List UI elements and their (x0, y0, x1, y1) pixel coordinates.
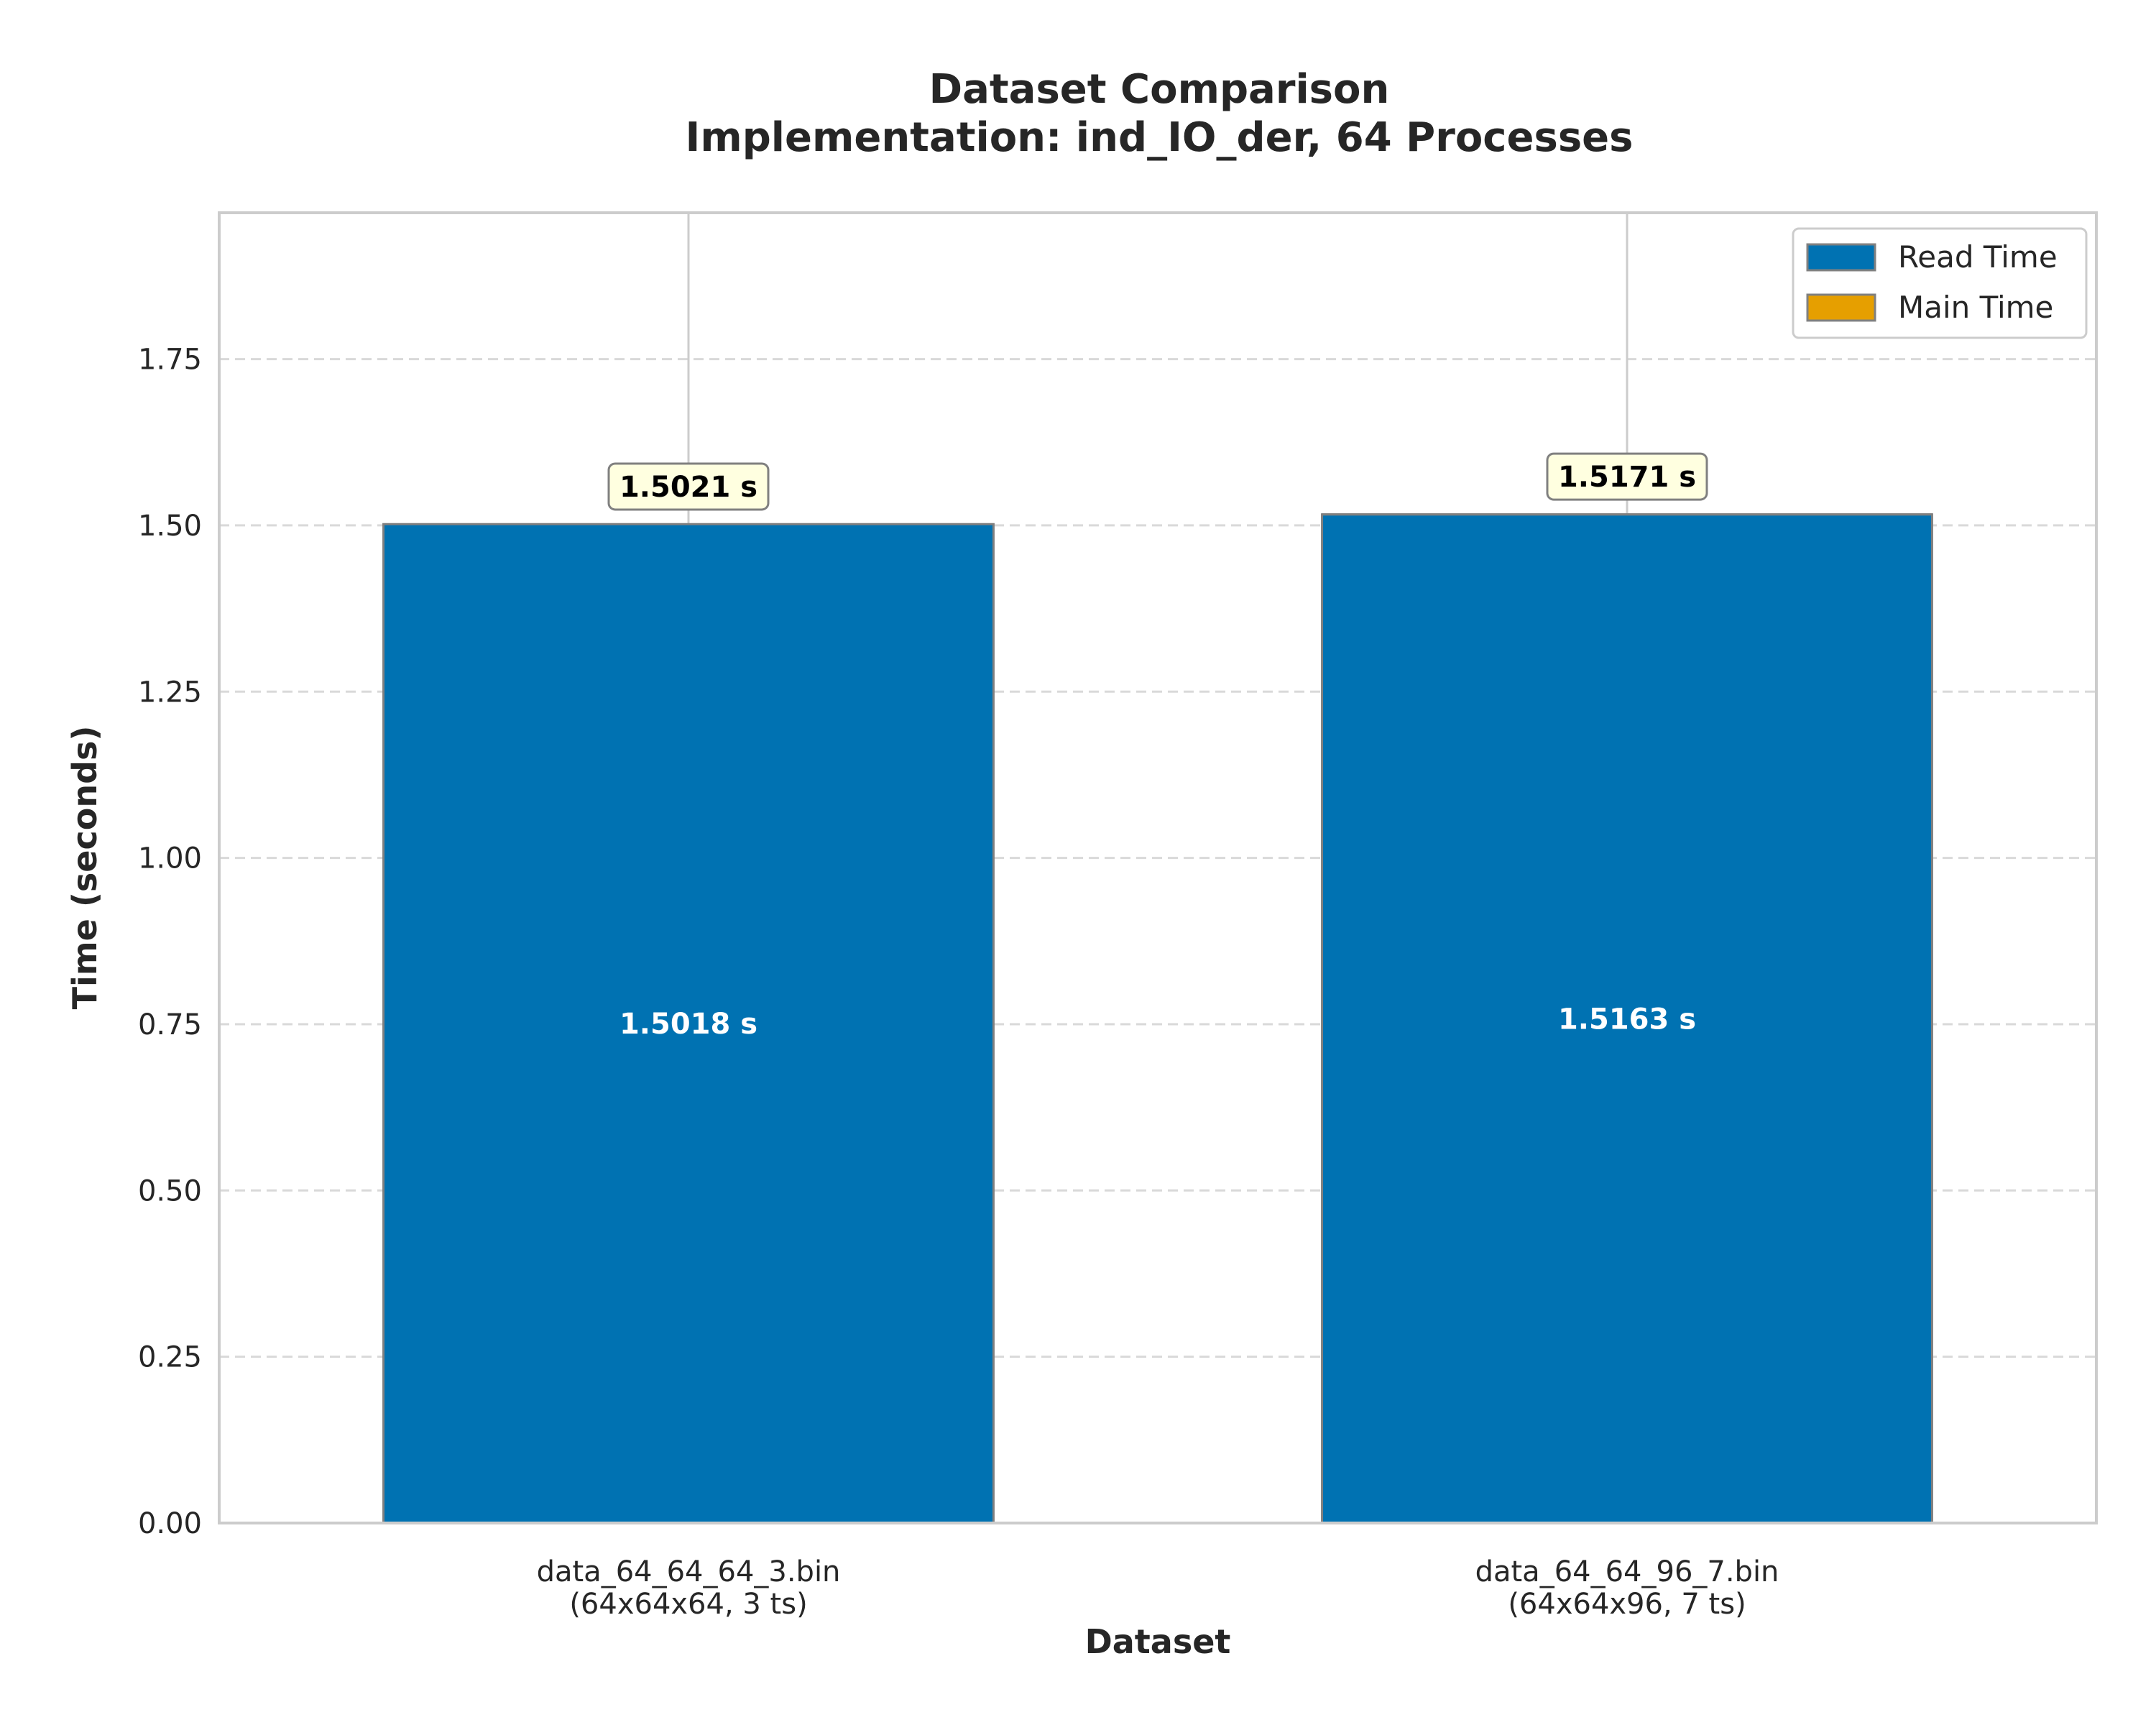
y-tick-label: 1.00 (138, 842, 202, 875)
y-tick-label: 0.00 (138, 1507, 202, 1540)
total-label-box (1546, 452, 1708, 501)
chart-title: Dataset Comparison (929, 66, 1390, 113)
x-tick-label: data_64_64_64_3.bin (537, 1555, 841, 1588)
x-tick-label: data_64_64_96_7.bin (1475, 1555, 1779, 1588)
total-label-box (607, 462, 770, 511)
y-tick-label: 0.50 (138, 1174, 202, 1208)
legend-swatch (1806, 243, 1876, 272)
y-tick-label: 1.50 (138, 510, 202, 543)
y-axis-title: Time (seconds) (65, 726, 104, 1010)
total-value-label: 1.5021 s (619, 471, 757, 504)
plot-frame (218, 211, 2098, 1524)
y-tick-label: 0.25 (138, 1341, 202, 1374)
bar-value-label: 1.5163 s (1558, 1003, 1696, 1036)
y-tick-label: 0.75 (138, 1008, 202, 1041)
legend-label: Read Time (1898, 239, 2058, 275)
total-value-label: 1.5171 s (1558, 461, 1696, 494)
y-tick-label: 1.25 (138, 676, 202, 709)
bar-value-label: 1.5018 s (619, 1008, 757, 1041)
x-tick-label: (64x64x64, 3 ts) (569, 1588, 807, 1621)
legend: Read Time Main Time (1792, 227, 2088, 339)
legend-swatch (1806, 293, 1876, 322)
x-tick-label: (64x64x96, 7 ts) (1508, 1588, 1746, 1621)
x-axis-title: Dataset (1085, 1622, 1231, 1661)
y-tick-label: 1.75 (138, 344, 202, 377)
bar-read-time (382, 523, 995, 1524)
chart-subtitle: Implementation: ind_IO_der, 64 Processes (686, 114, 1634, 161)
legend-label: Main Time (1898, 290, 2053, 325)
bar-main-time (1321, 513, 1933, 515)
